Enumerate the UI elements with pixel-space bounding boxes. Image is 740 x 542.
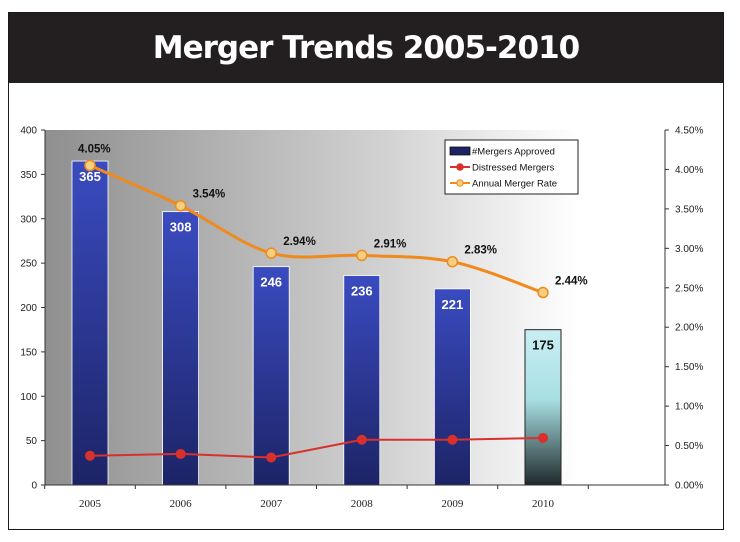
rate-value-label: 2.44% bbox=[555, 276, 588, 288]
distressed-marker bbox=[85, 450, 95, 461]
bar-2005 bbox=[71, 160, 109, 486]
category-label: 2010 bbox=[532, 498, 555, 510]
right-axis: 0.00% 0.50% 1.00% 1.50% 2.00% 2.50% 3.00% 3.50%… bbox=[664, 126, 703, 492]
left-tick-label: 350 bbox=[20, 170, 37, 181]
rate-marker bbox=[174, 199, 187, 212]
distressed-marker bbox=[175, 448, 186, 459]
legend-swatch-mergers bbox=[449, 146, 471, 156]
legend-label: #Mergers Approved bbox=[472, 147, 555, 158]
left-tick-label: 150 bbox=[20, 347, 37, 358]
category-label: 2009 bbox=[441, 498, 464, 510]
bar-value-label: 365 bbox=[79, 169, 101, 184]
left-tick-label: 100 bbox=[20, 392, 37, 403]
left-tick-label: 250 bbox=[20, 259, 37, 270]
bars-group: 365 308 246 236 221 175 bbox=[71, 160, 562, 486]
rate-marker bbox=[446, 255, 459, 268]
rate-marker bbox=[537, 286, 549, 299]
bar-2009 bbox=[433, 288, 471, 486]
bar-value-label: 236 bbox=[351, 284, 373, 299]
distressed-marker bbox=[538, 432, 548, 443]
left-tick-label: 400 bbox=[20, 126, 37, 137]
left-tick-label: 300 bbox=[20, 214, 37, 225]
bar-value-label: 246 bbox=[260, 275, 282, 290]
legend-label: Distressed Mergers bbox=[472, 163, 555, 174]
rate-value-label: 2.94% bbox=[283, 236, 316, 248]
distressed-marker bbox=[356, 434, 367, 445]
legend-label: Annual Merger Rate bbox=[472, 179, 557, 190]
left-tick-label: 200 bbox=[20, 303, 37, 314]
lines-group: 4.05% 3.54% 2.94% 2.91% 2.83% 2.44% bbox=[78, 144, 588, 463]
left-tick-label: 50 bbox=[26, 436, 38, 447]
right-tick-label: 4.50% bbox=[675, 126, 703, 137]
bar-2010 bbox=[524, 329, 562, 486]
distressed-mergers-line bbox=[89, 436, 544, 459]
right-tick-label: 3.00% bbox=[675, 244, 703, 255]
category-label: 2006 bbox=[170, 498, 193, 510]
category-label: 2008 bbox=[351, 498, 374, 510]
legend-swatch-marker bbox=[456, 163, 464, 171]
rate-marker bbox=[84, 159, 96, 172]
rate-value-label: 4.05% bbox=[78, 144, 111, 156]
legend: #Mergers Approved Distressed Mergers Annua… bbox=[444, 139, 579, 195]
rate-value-label: 2.83% bbox=[464, 245, 497, 257]
category-label: 2005 bbox=[79, 498, 102, 510]
category-axis: 2005 2006 2007 2008 2009 2010 bbox=[44, 484, 665, 510]
right-tick-label: 2.50% bbox=[675, 283, 703, 294]
annual-merger-rate-line bbox=[89, 164, 544, 294]
title-banner: Merger Trends 2005-2010 bbox=[9, 13, 723, 83]
right-tick-label: 0.00% bbox=[675, 481, 703, 492]
bar-value-label: 308 bbox=[170, 220, 192, 235]
chart-title: Merger Trends 2005-2010 bbox=[152, 30, 580, 66]
distressed-marker bbox=[447, 434, 458, 445]
right-tick-label: 3.50% bbox=[675, 204, 703, 215]
right-tick-label: 2.00% bbox=[675, 323, 703, 334]
right-tick-label: 0.50% bbox=[675, 441, 703, 452]
category-label: 2007 bbox=[260, 498, 283, 510]
rate-value-label: 2.91% bbox=[374, 238, 407, 250]
bar-value-label: 175 bbox=[532, 338, 554, 353]
legend-swatch-marker bbox=[456, 179, 464, 187]
bar-2007 bbox=[252, 266, 290, 486]
distressed-marker bbox=[266, 452, 277, 463]
left-axis: 0 50 100 150 200 250 300 350 400 bbox=[20, 126, 46, 492]
right-tick-label: 1.00% bbox=[675, 402, 703, 413]
bar-2008 bbox=[343, 275, 381, 486]
rate-marker bbox=[265, 247, 277, 259]
rate-marker bbox=[356, 249, 368, 262]
rate-value-label: 3.54% bbox=[193, 189, 226, 201]
right-tick-label: 1.50% bbox=[675, 362, 703, 373]
right-tick-label: 4.00% bbox=[675, 165, 703, 176]
bar-2006 bbox=[162, 211, 200, 486]
left-tick-label: 0 bbox=[31, 481, 37, 492]
bar-value-label: 221 bbox=[442, 297, 464, 312]
